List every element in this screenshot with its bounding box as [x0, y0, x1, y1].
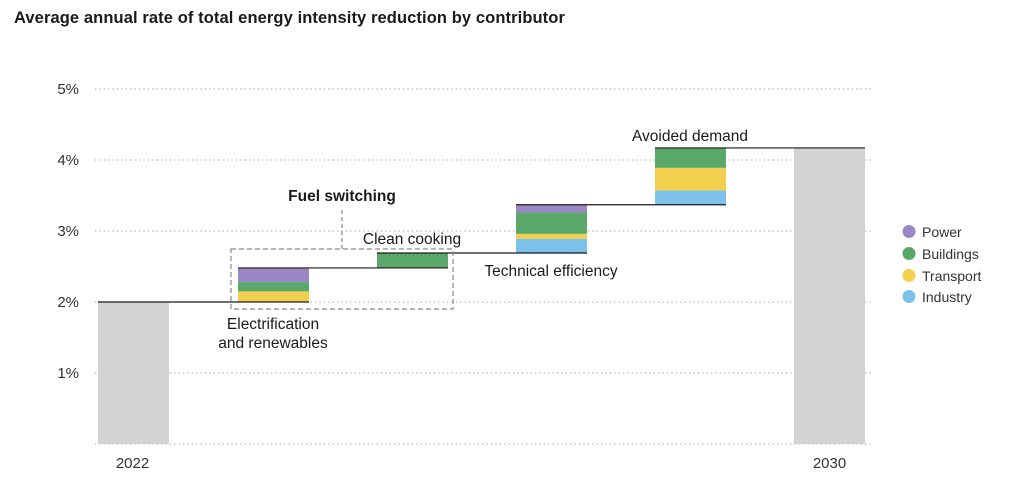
label-technical-efficiency: Technical efficiency — [484, 263, 618, 280]
legend-label-buildings: Buildings — [922, 246, 979, 262]
legend-swatch-industry — [902, 290, 916, 303]
total-bar-2022 — [98, 302, 169, 444]
bar-segment-transport — [516, 233, 587, 239]
bar-segment-buildings — [377, 253, 448, 268]
label-electrification: and renewables — [218, 335, 328, 352]
label-clean-cooking: Clean cooking — [363, 231, 461, 248]
legend-label-industry: Industry — [922, 289, 972, 305]
bar-segment-transport — [238, 291, 309, 302]
bar-segment-power — [238, 267, 309, 283]
bar-segment-buildings — [238, 282, 309, 292]
legend-label-power: Power — [922, 224, 962, 240]
chart-title: Average annual rate of total energy inte… — [14, 9, 565, 27]
fuel-switching-group-box — [230, 248, 454, 310]
bar-segment-buildings — [655, 147, 726, 168]
x-tick-label: 2030 — [813, 455, 846, 472]
bar-segment-buildings — [516, 212, 587, 234]
label-avoided-demand: Avoided demand — [632, 128, 748, 145]
y-tick-label: 3% — [57, 223, 79, 240]
y-tick-label: 1% — [57, 365, 79, 382]
total-bar-2030 — [794, 147, 865, 444]
label-fuel-switching: Fuel switching — [288, 188, 396, 205]
label-electrification: Electrification — [227, 316, 319, 333]
bar-segment-power — [516, 204, 587, 213]
legend-swatch-buildings — [902, 247, 916, 260]
bar-segment-industry — [655, 190, 726, 205]
bar-segment-industry — [516, 238, 587, 254]
y-tick-label: 4% — [57, 152, 79, 169]
bar-segment-transport — [655, 167, 726, 191]
legend-label-transport: Transport — [922, 268, 982, 284]
y-tick-label: 2% — [57, 294, 79, 311]
legend-swatch-transport — [902, 269, 916, 282]
legend-swatch-power — [902, 225, 916, 238]
y-tick-label: 5% — [57, 81, 79, 98]
x-tick-label: 2022 — [116, 455, 149, 472]
